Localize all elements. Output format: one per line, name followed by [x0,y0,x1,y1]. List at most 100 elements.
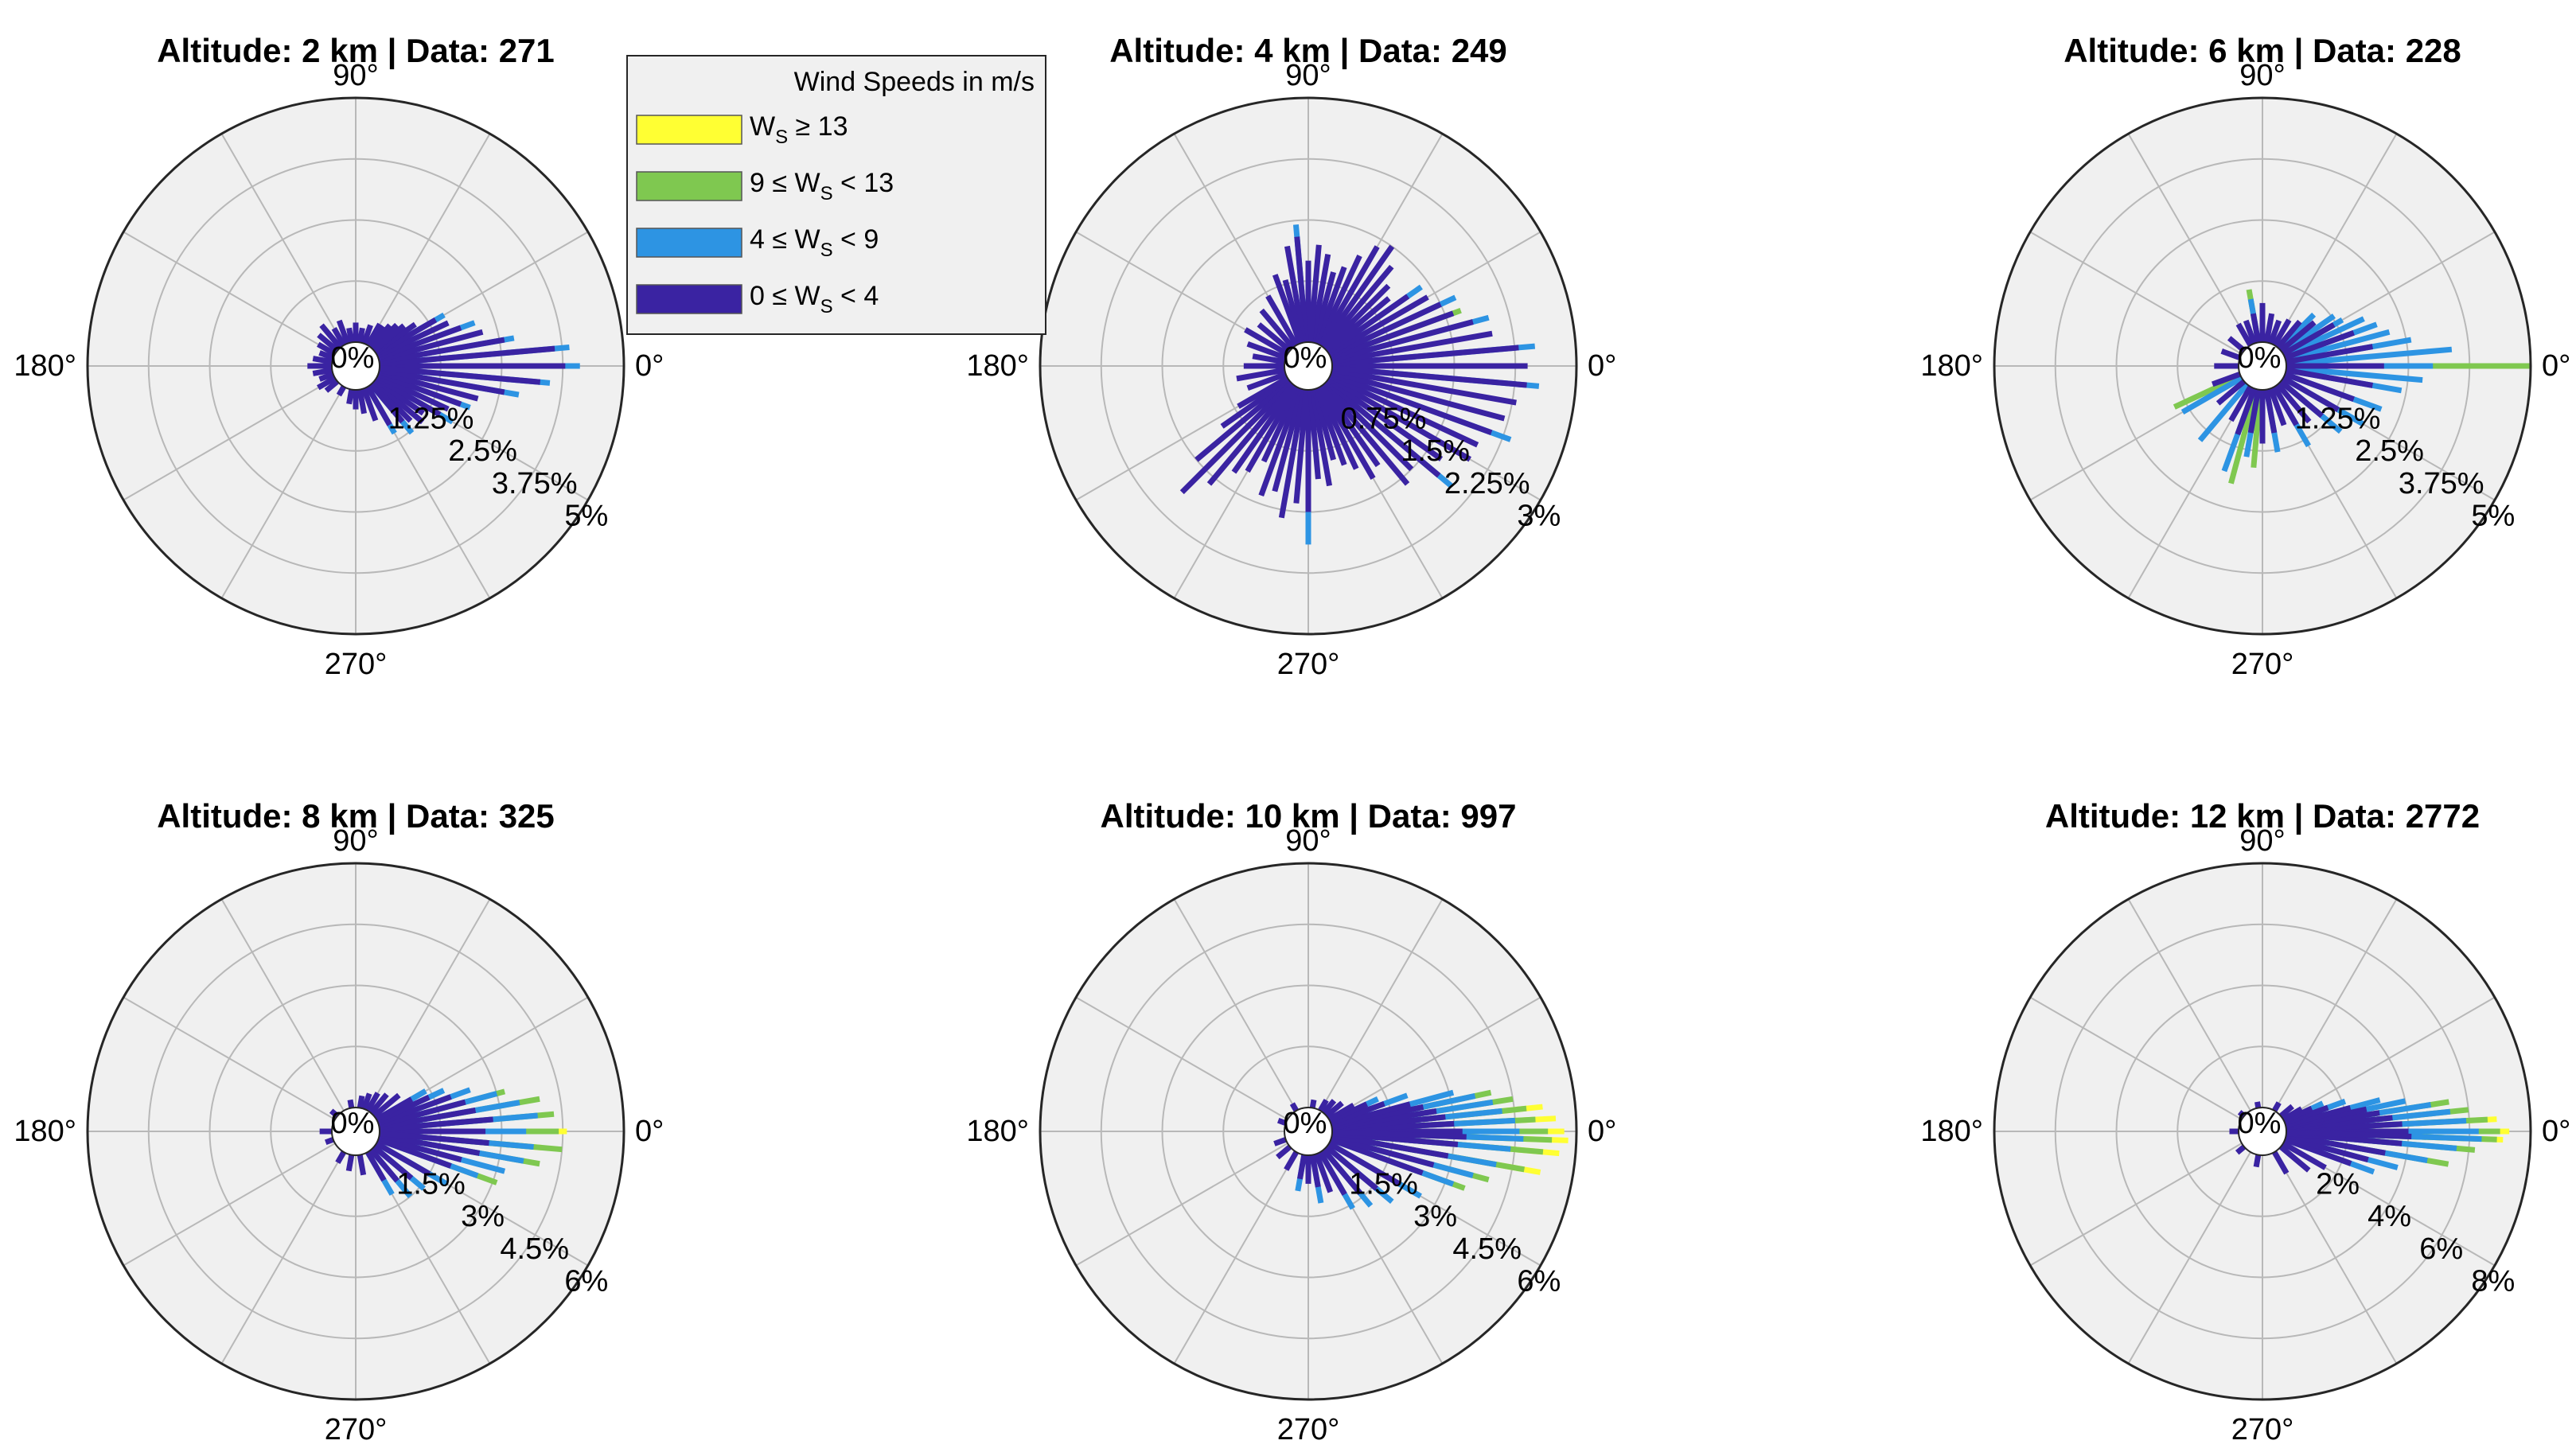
wind-bar [319,323,343,350]
wind-bar [2275,319,2302,350]
polar-center [2238,341,2287,391]
wind-bar [2286,1129,2412,1140]
wind-bar [1324,379,1441,478]
theta-tick-label: 0° [635,1115,664,1148]
wind-bar [1259,308,1296,350]
wind-bar [378,1135,462,1162]
legend-title: Wind Speeds in m/s [794,67,1035,97]
wind-bar [329,1108,340,1119]
wind-bar [1309,253,1331,344]
legend-label-ge13: WS ≥ 13 [750,111,848,148]
wind-bar [2254,1101,2262,1109]
wind-bar [2197,382,2250,442]
wind-bar [364,1150,387,1182]
wind-bar [379,365,541,385]
wind-bar [1179,380,1294,495]
wind-bar [2285,329,2391,363]
theta-tick-label: 0° [2542,349,2570,383]
theta-tick-label: 90° [1285,59,1331,92]
polar-center [1284,1107,1333,1156]
wind-bar [375,317,438,357]
legend-label-9to13: 9 ≤ WS < 13 [750,168,894,204]
legend-swatch-9to13 [636,171,742,201]
wind-bar [1311,271,1336,344]
wind-bar [318,371,335,382]
wind-bar [1272,274,1304,345]
r-tick-label: 5% [564,500,608,533]
wind-bar [2227,336,2247,353]
wind-bar [1265,294,1300,347]
wind-bar [379,345,555,367]
wind-bar [1319,244,1395,348]
polar-center [331,341,380,391]
wind-bar [2250,313,2262,344]
wind-bar [378,1099,466,1128]
wind-bar [368,1092,389,1115]
wind-bar [1282,279,1305,344]
wind-bar [2235,1144,2247,1155]
wind-bar [1329,310,1455,361]
legend-label-0to4: 0 ≤ WS < 4 [750,281,879,317]
wind-bar [2282,1106,2303,1123]
wind-bar [2285,1135,2369,1162]
chart-title: Altitude: 4 km | Data: 249 [1109,32,1507,70]
wind-bar [312,367,333,376]
wind-bar [1323,380,1414,472]
r-tick-label: 6% [1517,1265,1561,1298]
wind-bar [1276,1144,1292,1160]
r-tick-label: 0% [1284,1107,1327,1140]
wind-bar [336,319,351,345]
legend-swatch-ge13 [636,115,742,145]
r-tick-label: 2% [2316,1168,2360,1201]
wind-bar [376,373,450,412]
theta-tick-label: 180° [966,349,1029,383]
theta-tick-label: 270° [1277,648,1340,681]
wind-bar [360,324,373,345]
wind-bar [1328,302,1442,359]
r-tick-label: 0% [331,341,375,375]
wind-bar [1289,1102,1300,1112]
wind-bar [378,369,479,402]
wind-bar [2280,313,2336,355]
wind-bar [378,1108,477,1131]
wind-bar [1319,383,1381,468]
wind-bar [1293,389,1309,504]
wind-bar [2282,322,2336,357]
wind-bar [2263,313,2275,344]
wind-bar [1317,1098,1329,1112]
wind-bar [2285,367,2373,388]
polar-outline [1039,862,1578,1401]
wind-bar [364,1092,380,1112]
wind-bar [2285,1105,2352,1128]
r-tick-label: 2.5% [448,434,517,468]
wind-bar [2283,329,2355,361]
wind-bar [2286,346,2453,367]
wind-bar [1297,1154,1307,1180]
wind-bar [2271,318,2292,347]
wind-bar [347,1099,355,1109]
wind-bar [2267,387,2287,426]
wind-bar [368,1147,399,1183]
wind-bar [324,379,340,393]
wind-bar [2278,1144,2311,1173]
wind-bar [1258,387,1304,497]
wind-bar [1326,377,1444,461]
wind-bar [378,367,505,395]
wind-bar [1313,387,1347,466]
theta-tick-label: 180° [966,1115,1029,1148]
wind-bar [2278,379,2324,419]
wind-bar [1331,330,1493,365]
wind-bar [370,380,413,423]
wind-bar [372,1144,414,1181]
wind-bar [376,1094,452,1127]
wind-bar [1261,386,1301,463]
wind-bar [378,337,505,365]
wind-bar [376,1136,452,1169]
wind-bar [2286,365,2423,383]
wind-bar [1321,382,1410,486]
wind-bar [2243,319,2258,345]
chart-title: Altitude: 12 km | Data: 2772 [2045,797,2480,835]
r-tick-label: 1.5% [396,1168,466,1201]
wind-bar [375,1140,431,1177]
